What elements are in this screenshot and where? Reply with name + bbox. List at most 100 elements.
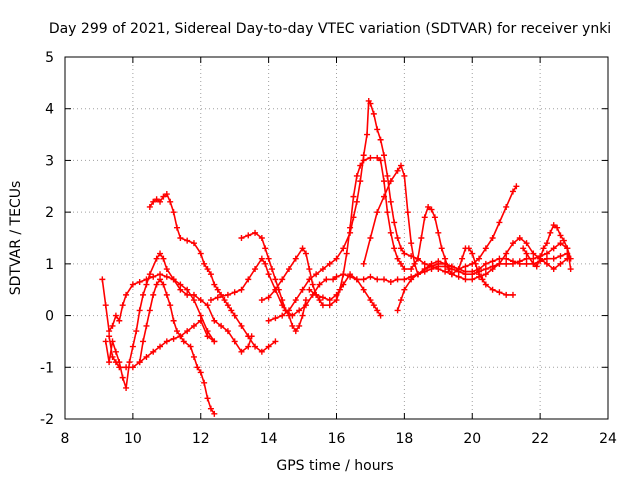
- series-markers-sat-j: [306, 271, 384, 319]
- series-markers-sat-m: [520, 222, 574, 270]
- data-point: [442, 268, 449, 275]
- data-point: [374, 276, 381, 283]
- data-point: [370, 302, 377, 309]
- data-point: [109, 338, 116, 345]
- data-point: [567, 255, 574, 262]
- data-point: [401, 250, 408, 257]
- data-point: [214, 286, 221, 293]
- y-tick-label: 1: [45, 257, 54, 273]
- data-point: [146, 307, 153, 314]
- data-point: [252, 229, 259, 236]
- series-line-sat-g: [240, 232, 307, 332]
- data-point: [408, 276, 415, 283]
- series-line-sat-b: [108, 319, 216, 369]
- data-point: [190, 291, 197, 298]
- data-point: [279, 276, 286, 283]
- data-point: [150, 273, 157, 280]
- data-point: [153, 281, 160, 288]
- data-point: [360, 152, 367, 159]
- data-point: [421, 214, 428, 221]
- data-point: [503, 260, 510, 267]
- data-point: [381, 152, 388, 159]
- data-point: [394, 167, 401, 174]
- data-point: [184, 328, 191, 335]
- data-point: [265, 317, 272, 324]
- data-point: [218, 322, 225, 329]
- data-point: [180, 338, 187, 345]
- data-point: [160, 255, 167, 262]
- data-point: [262, 245, 269, 252]
- data-point: [190, 240, 197, 247]
- data-point: [187, 343, 194, 350]
- data-point: [252, 343, 259, 350]
- data-point: [170, 209, 177, 216]
- data-point: [333, 273, 340, 280]
- data-point: [455, 273, 462, 280]
- data-point: [197, 250, 204, 257]
- data-point: [231, 289, 238, 296]
- data-point: [170, 317, 177, 324]
- data-point: [163, 338, 170, 345]
- data-point: [374, 307, 381, 314]
- x-tick-label: 10: [124, 431, 142, 447]
- data-point: [313, 271, 320, 278]
- y-tick-label: -2: [40, 412, 54, 428]
- data-point: [523, 255, 530, 262]
- data-point: [394, 307, 401, 314]
- data-point: [109, 322, 116, 329]
- data-point: [272, 315, 279, 322]
- data-point: [533, 263, 540, 270]
- data-point: [496, 219, 503, 226]
- data-point: [428, 260, 435, 267]
- data-point: [129, 343, 136, 350]
- data-point: [157, 271, 164, 278]
- data-point: [482, 266, 489, 273]
- data-point: [550, 245, 557, 252]
- data-point: [123, 384, 130, 391]
- data-point: [391, 245, 398, 252]
- data-point: [503, 250, 510, 257]
- data-point: [401, 276, 408, 283]
- data-point: [157, 198, 164, 205]
- data-traces: [99, 97, 574, 417]
- data-point: [190, 297, 197, 304]
- data-point: [557, 260, 564, 267]
- data-point: [285, 307, 292, 314]
- data-point: [435, 229, 442, 236]
- data-point: [509, 240, 516, 247]
- data-point: [285, 266, 292, 273]
- data-point: [126, 359, 133, 366]
- data-point: [197, 317, 204, 324]
- data-point: [343, 250, 350, 257]
- data-point: [523, 250, 530, 257]
- x-tick-label: 24: [599, 431, 617, 447]
- data-point: [489, 235, 496, 241]
- data-point: [204, 302, 211, 309]
- data-point: [414, 255, 421, 262]
- data-point: [167, 198, 174, 205]
- data-point: [482, 260, 489, 267]
- data-point: [326, 260, 333, 267]
- data-point: [394, 235, 401, 241]
- data-point: [503, 203, 510, 210]
- data-point: [428, 206, 435, 213]
- data-point: [479, 276, 486, 283]
- data-point: [408, 240, 415, 247]
- data-point: [231, 338, 238, 345]
- data-point: [360, 286, 367, 293]
- data-point: [503, 291, 510, 298]
- data-point: [245, 333, 252, 340]
- y-tick-label: 4: [45, 102, 54, 118]
- data-point: [177, 286, 184, 293]
- data-point: [201, 260, 208, 267]
- data-point: [231, 312, 238, 319]
- data-point: [150, 291, 157, 298]
- data-point: [401, 266, 408, 273]
- data-point: [140, 338, 147, 345]
- data-point: [163, 273, 170, 280]
- data-point: [347, 271, 354, 278]
- data-point: [333, 291, 340, 298]
- data-point: [330, 276, 337, 283]
- data-point: [201, 379, 208, 386]
